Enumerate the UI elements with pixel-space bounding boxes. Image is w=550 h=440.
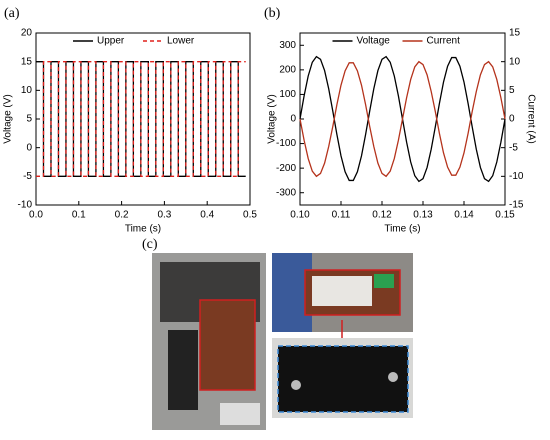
y-tick-label: -10	[18, 200, 33, 211]
x-tick-label: 0.13	[413, 210, 433, 221]
y-axis-label: Voltage (V)	[3, 94, 14, 143]
highlight	[277, 345, 409, 413]
legend-label: Voltage	[357, 36, 391, 47]
y2-tick-label: 0	[509, 114, 515, 125]
x-tick-label: 0.0	[29, 210, 43, 221]
x-tick-label: 0.14	[454, 210, 474, 221]
screw	[388, 372, 398, 382]
y2-axis-label: Current (A)	[525, 94, 536, 143]
y-axis-label: Voltage (V)	[267, 94, 278, 143]
panel-label: (b)	[264, 6, 281, 21]
y-tick-label: 100	[279, 89, 296, 100]
x-tick-label: 0.11	[332, 210, 351, 221]
x-tick-label: 0.15	[495, 210, 515, 221]
panel-label: (c)	[142, 237, 158, 252]
x-tick-label: 0.1	[72, 210, 86, 221]
screw	[291, 380, 301, 390]
y-tick-label: 5	[26, 114, 32, 125]
y2-tick-label: 15	[509, 28, 521, 39]
x-axis-label: Time (s)	[384, 224, 420, 235]
photo-left	[152, 253, 266, 430]
highlight	[304, 269, 401, 316]
y2-tick-label: 5	[509, 85, 515, 96]
photo-bottom-right	[272, 338, 413, 418]
legend-label: Lower	[167, 36, 195, 47]
y-tick-label: 300	[279, 40, 296, 51]
y-tick-label: 0	[26, 142, 32, 153]
x-tick-label: 0.2	[115, 210, 129, 221]
y-tick-label: 10	[21, 85, 33, 96]
y-tick-label: -200	[276, 163, 296, 174]
y-tick-label: 200	[279, 64, 296, 75]
y2-tick-label: 10	[509, 56, 521, 67]
highlight	[199, 299, 256, 391]
connector	[374, 274, 394, 288]
series-line	[299, 60, 506, 178]
terminal	[220, 403, 260, 425]
photo-top-right	[272, 253, 413, 345]
cables	[168, 330, 198, 410]
y-tick-label: 0	[290, 114, 296, 125]
y2-tick-label: -10	[509, 171, 524, 182]
panel-label: (a)	[4, 6, 20, 21]
x-tick-label: 0.4	[200, 210, 214, 221]
x-tick-label: 0.5	[243, 210, 257, 221]
x-tick-label: 0.12	[372, 210, 392, 221]
y-tick-label: -5	[23, 171, 32, 182]
x-axis-label: Time (s)	[125, 224, 161, 235]
plot-frame	[35, 32, 251, 206]
legend-label: Current	[427, 36, 461, 47]
y2-tick-label: -15	[509, 200, 524, 211]
x-tick-label: 0.10	[290, 210, 310, 221]
y-tick-label: 15	[21, 56, 33, 67]
heatsink	[278, 346, 408, 412]
board	[200, 300, 255, 390]
y-tick-label: 20	[21, 28, 33, 39]
legend-label: Upper	[97, 36, 125, 47]
y-tick-label: -300	[276, 187, 296, 198]
module	[312, 276, 372, 306]
y-tick-label: -100	[276, 138, 296, 149]
series-line	[36, 61, 246, 177]
x-tick-label: 0.3	[157, 210, 171, 221]
y2-tick-label: -5	[509, 142, 518, 153]
